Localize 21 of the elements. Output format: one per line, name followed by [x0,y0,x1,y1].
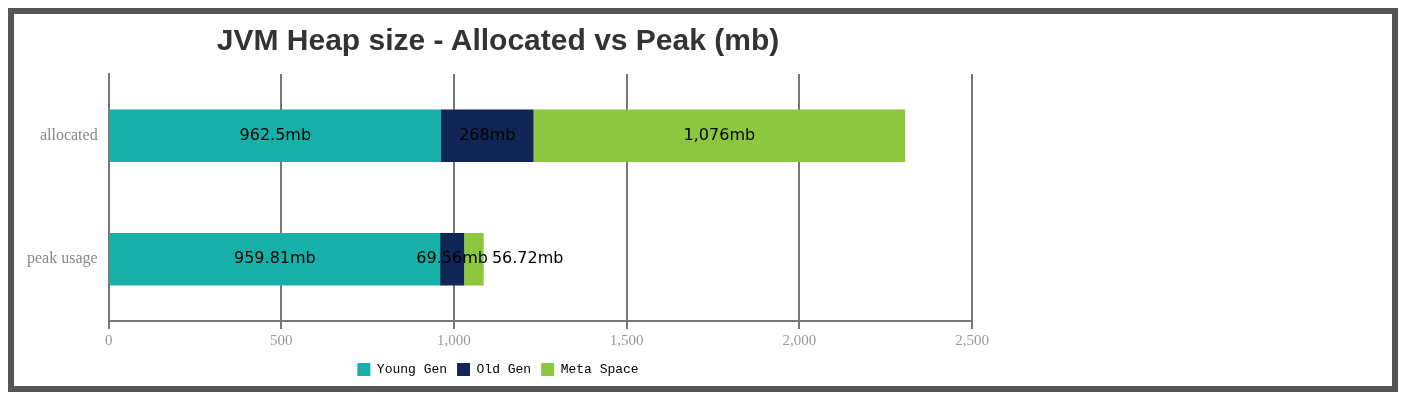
x-tick-label: 2,000 [782,331,817,348]
x-tick-label: 0 [104,331,113,348]
x-tick-label: 1,000 [437,331,471,348]
y-tick-label: allocated [39,125,98,143]
data-label: 962.5mb [239,124,312,144]
y-tick-label: peak usage [26,249,98,268]
x-tick-label: 1,500 [609,331,644,348]
data-label: 268mb [459,124,516,144]
legend-label: Meta Space [560,361,639,377]
data-label: 1,076mb [683,124,756,144]
x-tick-label: 500 [270,331,293,348]
bar [533,109,906,162]
data-label: 69.56mb [416,248,488,268]
bar [109,109,442,162]
chart-title: JVM Heap size - Allocated vs Peak (mb) [216,23,780,57]
bar [441,109,534,162]
legend-label: Young Gen [376,361,448,377]
x-tick-label: 2,500 [955,331,989,348]
data-label: 959.81mb [234,248,316,268]
legend-label: Old Gen [476,361,532,377]
data-label: 56.72mb [491,248,564,268]
